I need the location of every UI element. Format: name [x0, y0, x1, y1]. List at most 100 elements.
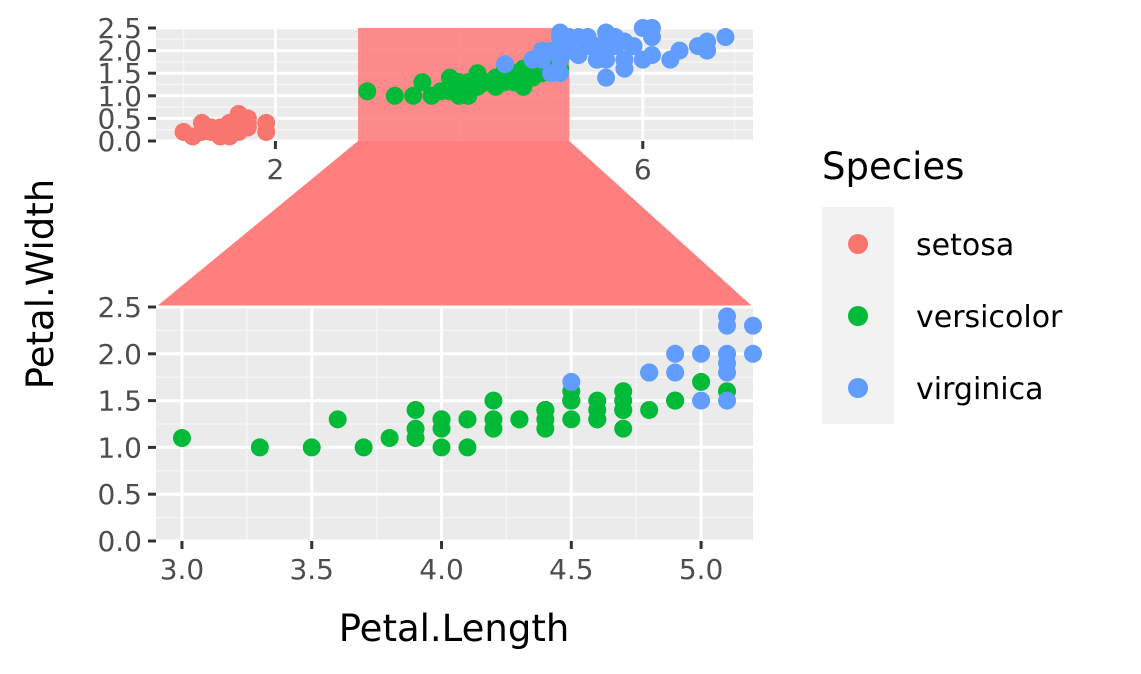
overview-point-virginica	[597, 23, 616, 42]
zoom-x-tick-label: 4.0	[419, 553, 464, 586]
overview-point-versicolor	[404, 86, 423, 105]
zoom-y-tick-label: 1.0	[97, 431, 142, 464]
overview-point-virginica	[551, 28, 570, 47]
overview-point-versicolor	[358, 82, 377, 101]
legend-label-setosa: setosa	[916, 228, 1014, 263]
zoom-point-versicolor	[536, 419, 555, 438]
zoom-point-virginica	[666, 344, 685, 363]
zoom-point-versicolor	[302, 438, 321, 457]
overview-point-virginica	[642, 46, 661, 65]
zoom-axes: 0.0 0.5 1.0 1.5 2.0 2.5 3.0 3.5 4.0 4.5 5.0	[97, 291, 723, 586]
zoom-point-versicolor	[458, 410, 477, 429]
zoom-point-virginica	[718, 391, 737, 410]
overview-point-setosa	[238, 109, 257, 128]
overview-point-versicolor	[413, 73, 432, 92]
zoom-connector	[156, 141, 753, 307]
zoom-point-versicolor	[432, 438, 451, 457]
zoom-point-virginica	[744, 344, 762, 363]
overview-y-tick-label: 1.0	[97, 80, 142, 113]
zoom-point-versicolor	[484, 391, 503, 410]
zoom-point-virginica	[692, 391, 711, 410]
overview-point-virginica	[551, 50, 570, 69]
overview-points	[174, 19, 735, 146]
overview-point-virginica	[523, 50, 542, 69]
zoom-point-versicolor	[354, 438, 373, 457]
overview-y-tick-label: 0.5	[97, 102, 142, 135]
overview-x-tick-label: 2	[266, 153, 284, 186]
zoom-point-versicolor	[510, 410, 529, 429]
overview-y-tick-label: 0.0	[97, 125, 142, 158]
overview-point-virginica	[587, 50, 606, 69]
zoom-y-tick-label: 0.5	[97, 478, 142, 511]
zoom-x-tick-label: 5.0	[679, 553, 724, 586]
zoom-point-versicolor	[172, 429, 191, 448]
zoom-y-tick-label: 1.5	[97, 385, 142, 418]
zoom-point-versicolor	[640, 400, 659, 419]
zoom-point-versicolor	[484, 410, 503, 429]
overview-y-tick-label: 1.5	[97, 57, 142, 90]
overview-point-virginica	[716, 28, 735, 47]
zoom-point-virginica	[562, 372, 581, 391]
overview-point-virginica	[551, 64, 570, 83]
zoom-panel: 0.0 0.5 1.0 1.5 2.0 2.5 3.0 3.5 4.0 4.5 5.0	[97, 291, 762, 586]
overview-point-versicolor	[514, 64, 533, 83]
overview-point-versicolor	[385, 86, 404, 105]
legend-title: Species	[822, 145, 964, 188]
legend-label-versicolor: versicolor	[916, 300, 1063, 335]
zoom-point-versicolor	[250, 438, 269, 457]
zoom-point-versicolor	[562, 410, 581, 429]
overview-point-versicolor	[477, 73, 496, 92]
zoom-point-virginica	[718, 363, 737, 382]
zoom-point-versicolor	[562, 391, 581, 410]
zoom-point-virginica	[718, 344, 737, 363]
legend-entries: setosa versicolor virginica	[848, 228, 1063, 407]
overview-point-virginica	[670, 41, 689, 60]
zoom-point-versicolor	[692, 372, 711, 391]
zoom-x-tick-label: 4.5	[549, 553, 594, 586]
overview-point-setosa	[192, 113, 211, 132]
zoom-y-tick-label: 2.0	[97, 338, 142, 371]
zoom-y-tick-label: 0.0	[97, 525, 142, 558]
zoom-x-tick-label: 3.0	[160, 553, 205, 586]
overview-point-virginica	[615, 59, 634, 78]
zoom-y-tick-label: 2.5	[97, 291, 142, 324]
y-axis-title: Petal.Width	[19, 179, 62, 389]
legend: Species setosa versicolor virginica	[822, 145, 1063, 424]
zoom-point-versicolor	[406, 419, 425, 438]
zoom-point-versicolor	[614, 391, 633, 410]
overview-x-tick-label: 6	[634, 153, 652, 186]
zoom-point-versicolor	[588, 410, 607, 429]
overview-point-versicolor	[440, 77, 459, 96]
zoom-point-virginica	[718, 316, 737, 335]
zoom-point-versicolor	[406, 400, 425, 419]
zoom-point-versicolor	[614, 419, 633, 438]
legend-key-versicolor	[848, 306, 868, 326]
zoom-point-virginica	[692, 344, 711, 363]
overview-point-virginica	[496, 55, 515, 74]
legend-key-virginica	[848, 378, 868, 398]
overview-axes: 0.00.51.01.52.02.5246	[97, 12, 651, 186]
overview-panel: 0.00.51.01.52.02.5246	[97, 12, 753, 186]
zoom-point-versicolor	[328, 410, 347, 429]
overview-point-setosa	[220, 118, 239, 137]
zoom-x-tick-label: 3.5	[289, 553, 334, 586]
zoom-point-versicolor	[666, 391, 685, 410]
legend-label-virginica: virginica	[916, 372, 1044, 407]
zoom-point-versicolor	[458, 438, 477, 457]
overview-point-virginica	[698, 41, 717, 60]
zoom-point-versicolor	[432, 419, 451, 438]
overview-y-tick-label: 2.5	[97, 12, 142, 45]
legend-key-setosa	[848, 234, 868, 254]
overview-point-virginica	[642, 28, 661, 47]
overview-point-setosa	[257, 113, 276, 132]
zoom-point-versicolor	[380, 429, 399, 448]
zoom-points	[172, 307, 762, 457]
overview-point-setosa	[174, 122, 193, 141]
overview-point-virginica	[597, 68, 616, 87]
overview-y-tick-label: 2.0	[97, 35, 142, 68]
zoom-point-virginica	[666, 363, 685, 382]
overview-point-versicolor	[459, 73, 478, 92]
overview-point-versicolor	[422, 86, 441, 105]
zoom-point-virginica	[744, 316, 762, 335]
